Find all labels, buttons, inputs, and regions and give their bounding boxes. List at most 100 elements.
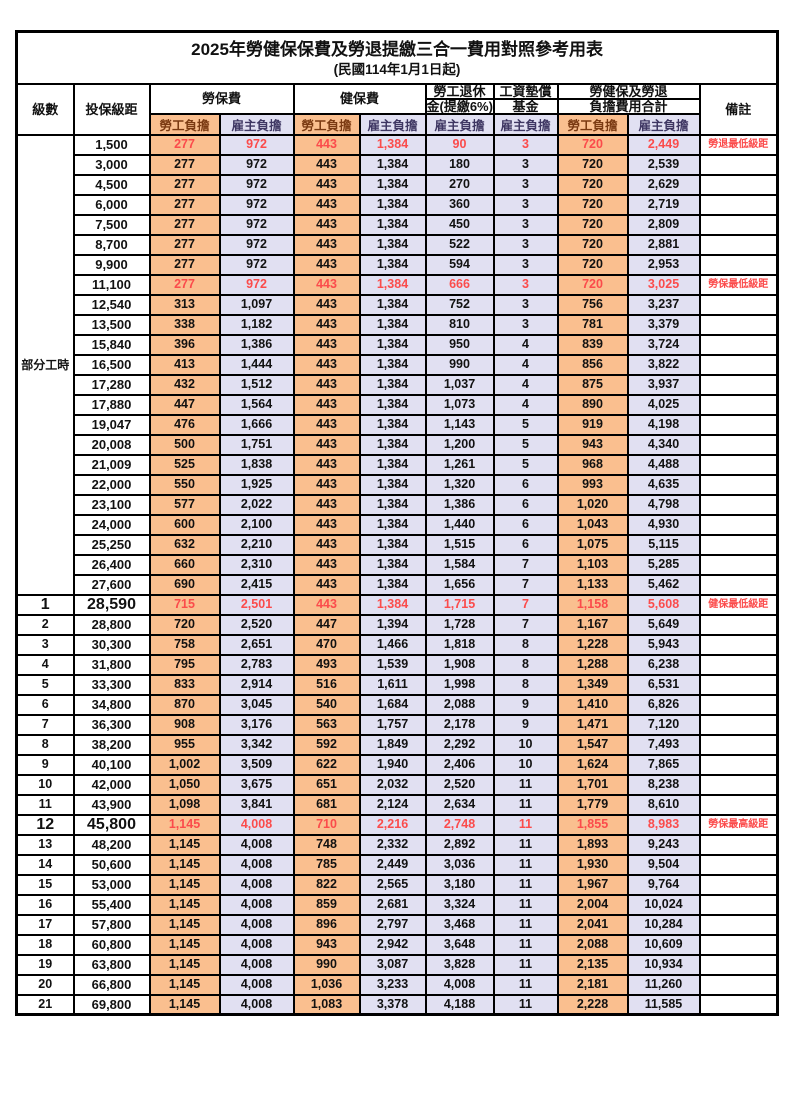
cell-health-insurance-employee: 443 [292,273,361,296]
cell-remark [698,993,779,1016]
cell-health-insurance-employee: 710 [292,813,361,836]
cell-health-insurance-employer: 3,233 [358,973,427,996]
cell-labor-insurance-employee: 1,145 [148,853,221,876]
cell-salary-bracket: 57,800 [72,913,151,936]
cell-health-insurance-employee: 443 [292,133,361,156]
cell-health-insurance-employee: 859 [292,893,361,916]
cell-wage-fund-employer: 4 [492,393,559,416]
cell-health-insurance-employer: 1,384 [358,513,427,536]
table-row: 24,000 600 2,100 443 1,384 1,440 6 1,043 4,930 [17,513,779,536]
cell-remark [698,433,779,456]
table-row: 6 34,800 870 3,045 540 1,684 2,088 9 1,410 6,826 [15,693,779,716]
cell-health-insurance-employer: 1,384 [358,533,427,556]
cell-labor-insurance-employer: 3,675 [218,773,295,796]
cell-pension-employer: 4,008 [424,973,495,996]
cell-pension-employer: 2,748 [424,813,495,836]
cell-labor-insurance-employer: 1,666 [218,413,295,436]
cell-total-employer: 3,822 [626,353,701,376]
cell-labor-insurance-employee: 525 [148,453,221,476]
cell-labor-insurance-employer: 2,310 [218,553,295,576]
cell-labor-insurance-employee: 447 [148,393,221,416]
cell-labor-insurance-employer: 3,342 [218,733,295,756]
cell-health-insurance-employer: 1,384 [358,573,427,596]
cell-remark [698,933,779,956]
cell-wage-fund-employer: 11 [492,933,559,956]
cell-total-employer: 8,983 [626,813,701,836]
cell-health-insurance-employee: 1,036 [292,973,361,996]
cell-wage-fund-employer: 8 [492,673,559,696]
cell-total-employee: 1,779 [556,793,629,816]
cell-level: 15 [15,873,75,896]
table-row: 21 69,800 1,145 4,008 1,083 3,378 4,188 11 2,228… [15,993,779,1016]
cell-total-employee: 1,103 [556,553,629,576]
cell-total-employee: 2,181 [556,973,629,996]
cell-labor-insurance-employer: 4,008 [218,893,295,916]
cell-pension-employer: 1,261 [424,453,495,476]
cell-labor-insurance-employer: 972 [218,153,295,176]
cell-total-employer: 7,865 [626,753,701,776]
cell-salary-bracket: 9,900 [72,253,151,276]
table-row: 19 63,800 1,145 4,008 990 3,087 3,828 11 2,135 10… [15,953,779,976]
cell-total-employer: 2,719 [626,193,701,216]
cell-health-insurance-employee: 822 [292,873,361,896]
cell-pension-employer: 3,828 [424,953,495,976]
cell-health-insurance-employee: 443 [292,233,361,256]
page-title: 2025年勞健保保費及勞退提繳三合一費用對照參考用表 [191,39,603,59]
cell-pension-employer: 1,818 [424,633,495,656]
cell-wage-fund-employer: 3 [492,313,559,336]
cell-wage-fund-employer: 9 [492,713,559,736]
cell-remark: 健保最低級距 [698,593,779,616]
cell-level: 4 [15,653,75,676]
cell-total-employer: 5,649 [626,613,701,636]
header-wage-fund-line1: 工資墊償 [492,82,559,100]
cell-remark [698,873,779,896]
cell-wage-fund-employer: 11 [492,833,559,856]
cell-total-employee: 919 [556,413,629,436]
cell-total-employee: 1,288 [556,653,629,676]
cell-health-insurance-employee: 748 [292,833,361,856]
cell-pension-employer: 1,998 [424,673,495,696]
cell-level: 1 [15,593,75,616]
cell-level: 13 [15,833,75,856]
cell-pension-employer: 990 [424,353,495,376]
cell-labor-insurance-employer: 2,520 [218,613,295,636]
cell-remark [698,713,779,736]
cell-remark [698,753,779,776]
cell-health-insurance-employer: 1,384 [358,173,427,196]
subheader-wage-fund-employer-share: 雇主負擔 [492,112,559,136]
cell-level: 6 [15,693,75,716]
title-cell: 2025年勞健保保費及勞退提繳三合一費用對照參考用表 (民國114年1月1日起) [15,30,779,85]
cell-total-employee: 1,893 [556,833,629,856]
cell-labor-insurance-employer: 2,914 [218,673,295,696]
cell-total-employee: 993 [556,473,629,496]
cell-labor-insurance-employer: 4,008 [218,813,295,836]
cell-pension-employer: 1,440 [424,513,495,536]
table-row: 8 38,200 955 3,342 592 1,849 2,292 10 1,547 7,493 [15,733,779,756]
cell-total-employee: 720 [556,233,629,256]
cell-health-insurance-employer: 1,384 [358,493,427,516]
cell-wage-fund-employer: 11 [492,993,559,1016]
cell-labor-insurance-employer: 2,022 [218,493,295,516]
cell-level: 16 [15,893,75,916]
cell-remark [698,413,779,436]
cell-total-employee: 1,075 [556,533,629,556]
cell-pension-employer: 666 [424,273,495,296]
cell-total-employer: 9,243 [626,833,701,856]
cell-labor-insurance-employee: 720 [148,613,221,636]
cell-labor-insurance-employer: 972 [218,213,295,236]
cell-total-employer: 4,488 [626,453,701,476]
cell-salary-bracket: 3,000 [72,153,151,176]
cell-labor-insurance-employee: 577 [148,493,221,516]
cell-labor-insurance-employer: 1,838 [218,453,295,476]
cell-total-employer: 5,943 [626,633,701,656]
cell-labor-insurance-employee: 277 [148,213,221,236]
cell-salary-bracket: 23,100 [72,493,151,516]
cell-remark [698,353,779,376]
table-row: 13 48,200 1,145 4,008 748 2,332 2,892 11 1,893 9,… [15,833,779,856]
cell-total-employee: 2,041 [556,913,629,936]
cell-labor-insurance-employee: 1,145 [148,833,221,856]
cell-pension-employer: 3,036 [424,853,495,876]
header-level: 級數 [15,82,75,136]
cell-wage-fund-employer: 11 [492,793,559,816]
cell-pension-employer: 2,634 [424,793,495,816]
